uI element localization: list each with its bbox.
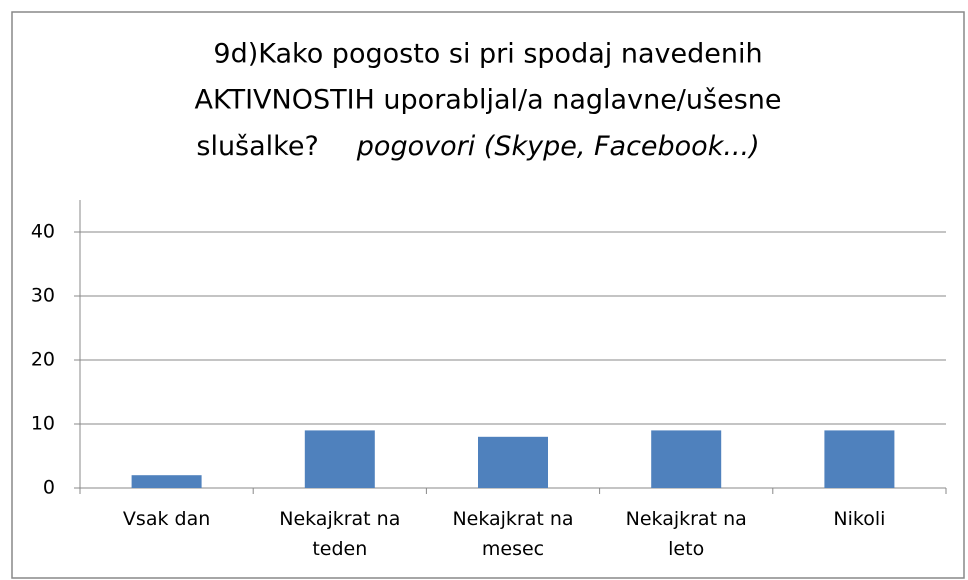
chart-subtitle: pogovori (Skype, Facebook...) — [356, 131, 760, 162]
x-tick-label: Nikoli — [833, 508, 886, 530]
y-tick-label: 10 — [31, 413, 55, 435]
chart-title: slušalke? — [196, 131, 318, 162]
x-tick-label: Nekajkrat na teden — [279, 508, 401, 560]
bar — [824, 430, 895, 488]
y-tick-label: 30 — [31, 285, 55, 307]
bar — [131, 475, 202, 488]
x-tick-label: Nekajkrat na leto — [625, 508, 747, 560]
y-tick-label: 20 — [31, 349, 55, 371]
chart-title: AKTIVNOSTIH uporabljal/a naglavne/ušesne — [195, 85, 782, 116]
x-tick-label: Vsak dan — [122, 508, 211, 530]
chart-title: slušalke? pogovori (Skype, Facebook...) — [196, 131, 759, 162]
bar — [478, 436, 548, 488]
x-tick-label: Nekajkrat na mesec — [452, 508, 574, 560]
bar — [651, 430, 722, 488]
y-tick-label: 40 — [31, 221, 55, 243]
y-tick-label: 0 — [43, 477, 55, 499]
bar — [304, 430, 375, 488]
chart-title: 9d)Kako pogosto si pri spodaj navedenih — [213, 39, 762, 70]
